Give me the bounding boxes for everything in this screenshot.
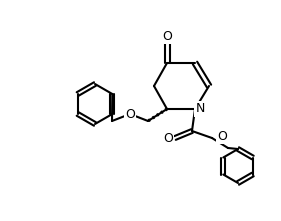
Text: O: O	[162, 29, 172, 42]
Text: N: N	[195, 103, 205, 116]
Text: O: O	[125, 107, 135, 120]
Text: O: O	[163, 131, 173, 145]
Text: O: O	[217, 130, 227, 143]
